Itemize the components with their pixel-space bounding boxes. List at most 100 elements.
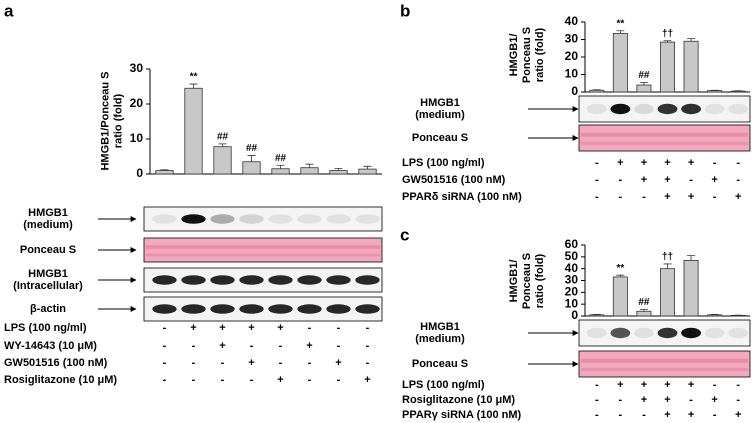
blot-band [152, 214, 177, 224]
treatment-sign: - [221, 357, 225, 369]
treatment-sign: - [337, 322, 341, 334]
y-axis-label-line: HMGB1/ [508, 34, 520, 77]
error-bar [616, 274, 625, 277]
blot-band [152, 275, 177, 285]
treatment-label: PPARγ siRNA (100 nM) [402, 409, 522, 421]
blot-band [326, 304, 351, 314]
treatment-sign: - [736, 174, 740, 186]
blot-band [728, 327, 749, 339]
blot-label-line: β-actin [30, 303, 66, 315]
treatment-label: GW501516 (100 nM) [402, 174, 506, 186]
blot-label: Ponceau S [20, 244, 76, 256]
blot-band [210, 275, 235, 285]
significance-label: ## [246, 143, 258, 154]
treatment-sign: - [736, 157, 740, 169]
treatment-sign: - [736, 379, 740, 391]
treatment-sign: + [617, 157, 623, 169]
blot-band [355, 214, 380, 224]
bar [242, 161, 261, 175]
treatment-sign: - [595, 379, 599, 391]
panel-letter: b [400, 1, 410, 20]
treatment-sign: + [664, 409, 670, 421]
treatment-sign: + [664, 191, 670, 203]
treatment-sign: - [713, 409, 717, 421]
bar [589, 89, 605, 93]
treatment-sign: + [641, 157, 647, 169]
treatment-sign: + [248, 322, 254, 334]
significance-label: ## [638, 297, 650, 308]
bar [707, 90, 723, 93]
treatment-sign: + [664, 394, 670, 406]
treatment-sign: + [190, 322, 196, 334]
treatment-sign: + [664, 174, 670, 186]
treatment-sign: + [735, 191, 741, 203]
blot-band [181, 275, 206, 285]
treatment-sign: - [221, 374, 225, 386]
bar [707, 314, 723, 317]
treatment-sign: - [192, 357, 196, 369]
y-tick-label: 60 [565, 237, 579, 251]
treatment-sign: + [641, 379, 647, 391]
error-bar [189, 83, 198, 89]
treatment-sign: - [713, 191, 717, 203]
y-tick-label: 40 [565, 261, 579, 275]
error-bar [592, 89, 601, 91]
blot-label-line: HMGB1 [28, 207, 68, 219]
treatment-sign: - [163, 340, 167, 352]
treatment-sign: + [735, 409, 741, 421]
blot-band [681, 103, 701, 115]
treatment-sign: - [713, 157, 717, 169]
y-axis-label-line: ratio (fold) [112, 93, 124, 148]
y-tick-label: 10 [565, 67, 579, 81]
y-tick-label: 30 [565, 32, 579, 46]
blot-band [586, 327, 607, 339]
blot-label-line: HMGB1 [420, 97, 460, 109]
blot-band [152, 304, 177, 314]
treatment-sign: - [642, 191, 646, 203]
treatment-sign: - [163, 357, 167, 369]
bar [636, 310, 652, 317]
panel-letter: a [4, 1, 14, 20]
significance-label: ## [217, 132, 229, 143]
blot-band [681, 327, 701, 339]
treatment-sign: - [619, 409, 623, 421]
blot-band [297, 214, 322, 224]
treatment-sign: - [337, 340, 341, 352]
blot-band [268, 214, 293, 224]
y-tick-label: 50 [565, 249, 579, 263]
significance-label: ## [275, 153, 287, 164]
y-tick-label: 20 [565, 285, 579, 299]
bar [300, 167, 319, 175]
bar [660, 268, 675, 317]
bar [155, 170, 174, 175]
blot-band [657, 103, 678, 115]
treatment-sign: - [308, 322, 312, 334]
bar [612, 32, 628, 93]
error-bar [687, 255, 696, 261]
blot-band [634, 327, 654, 339]
y-axis-label-line: Ponceau S [521, 27, 533, 83]
treatment-sign: - [736, 394, 740, 406]
y-tick-label: 10 [565, 296, 579, 310]
blot-label-line: (medium) [415, 333, 465, 345]
blot-band [657, 327, 678, 339]
y-axis-label-line: ratio (fold) [534, 27, 546, 82]
y-axis-label-line: Ponceau S [521, 253, 533, 309]
blot-label-line: HMGB1 [28, 268, 68, 280]
treatment-sign: - [366, 340, 370, 352]
blot-label-line: Ponceau S [412, 132, 468, 144]
blot-band [610, 103, 631, 115]
blot-label: HMGB1 (medium) [415, 97, 465, 121]
error-bar [687, 38, 696, 42]
treatment-sign: - [619, 394, 623, 406]
treatment-sign: + [641, 394, 647, 406]
blot-band [326, 214, 351, 224]
treatment-sign: - [595, 157, 599, 169]
treatment-sign: + [617, 379, 623, 391]
bar [271, 168, 290, 175]
y-tick-label: 30 [565, 273, 579, 287]
bar [329, 170, 348, 175]
blot-frame [578, 350, 751, 378]
blot-band [610, 327, 631, 339]
